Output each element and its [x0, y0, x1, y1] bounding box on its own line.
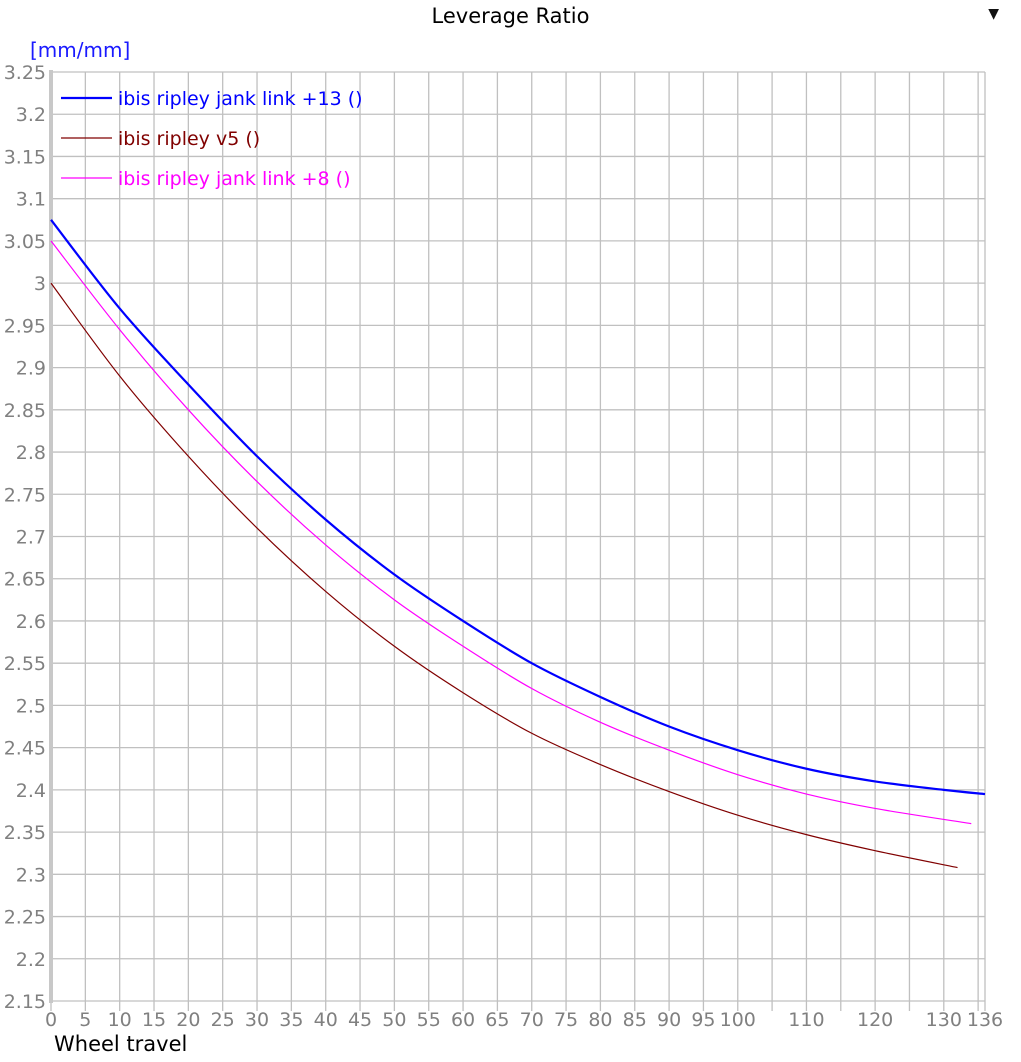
x-tick-label: 110 — [788, 1009, 824, 1031]
x-tick-label: 100 — [720, 1009, 756, 1031]
legend: ibis ripley jank link +13 () ibis ripley … — [61, 88, 363, 190]
x-tick-label: 25 — [211, 1009, 235, 1031]
series-line — [50, 282, 958, 869]
x-tick-label: 35 — [279, 1009, 303, 1031]
x-tick-label: 65 — [485, 1009, 509, 1031]
x-tick-label: 80 — [588, 1009, 612, 1031]
x-tick-label: 45 — [348, 1009, 372, 1031]
y-tick-label: 2.65 — [4, 569, 46, 591]
grid-lines — [49, 70, 986, 1011]
x-tick-label: 30 — [245, 1009, 269, 1031]
legend-label: ibis ripley jank link +8 () — [118, 168, 350, 190]
legend-label: ibis ripley v5 () — [118, 128, 260, 150]
x-axis-label: Wheel travel — [54, 1032, 188, 1056]
y-tick-label: 3 — [34, 273, 46, 295]
data-series — [50, 219, 986, 869]
x-tick-label: 0 — [45, 1009, 57, 1031]
x-tick-label: 60 — [451, 1009, 475, 1031]
y-tick-label: 2.4 — [16, 780, 46, 802]
legend-label: ibis ripley jank link +13 () — [118, 88, 363, 110]
y-tick-label: 2.25 — [4, 907, 46, 929]
x-tick-label: 120 — [857, 1009, 893, 1031]
y-tick-label: 2.8 — [16, 442, 46, 464]
x-tick-label: 90 — [657, 1009, 681, 1031]
y-tick-label: 2.9 — [16, 358, 46, 380]
x-tick-label: 5 — [79, 1009, 91, 1031]
y-tick-label: 2.6 — [16, 611, 46, 633]
y-tick-label: 2.5 — [16, 695, 46, 717]
x-tick-label: 55 — [417, 1009, 441, 1031]
x-tick-label: 95 — [691, 1009, 715, 1031]
x-tick-label: 75 — [554, 1009, 578, 1031]
y-tick-label: 3.05 — [4, 231, 46, 253]
y-tick-label: 2.15 — [4, 991, 46, 1013]
y-axis-ticks: 2.15 2.2 2.25 2.3 2.35 2.4 2.45 2.5 2.55 2.6 2.65 2… — [4, 62, 46, 1013]
y-tick-label: 2.55 — [4, 653, 46, 675]
triangle-down-icon[interactable]: ▼ — [988, 6, 999, 22]
y-tick-label: 2.7 — [16, 527, 46, 549]
x-tick-label: 15 — [142, 1009, 166, 1031]
y-tick-label: 2.3 — [16, 864, 46, 886]
y-tick-label: 2.95 — [4, 315, 46, 337]
x-tick-label: 20 — [176, 1009, 200, 1031]
y-axis-unit: [mm/mm] — [30, 38, 131, 62]
x-tick-label: 130 — [926, 1009, 962, 1031]
y-tick-label: 2.35 — [4, 822, 46, 844]
y-tick-label: 2.45 — [4, 738, 46, 760]
y-tick-label: 3.2 — [16, 104, 46, 126]
chart-title: Leverage Ratio — [431, 4, 590, 28]
x-tick-label: 85 — [623, 1009, 647, 1031]
y-tick-label: 3.1 — [16, 189, 46, 211]
y-tick-label: 2.75 — [4, 484, 46, 506]
y-tick-label: 2.85 — [4, 400, 46, 422]
x-tick-label: 50 — [382, 1009, 406, 1031]
y-tick-label: 2.2 — [16, 949, 46, 971]
series-line — [50, 240, 972, 825]
x-tick-label: 70 — [520, 1009, 544, 1031]
y-tick-label: 3.25 — [4, 62, 46, 84]
x-axis-ticks: 0 5 10 15 20 25 30 35 40 45 50 55 60 65 70 75 80 85 90 95 10… — [45, 1009, 1003, 1031]
x-tick-label: 10 — [108, 1009, 132, 1031]
x-tick-label: 136 — [967, 1009, 1003, 1031]
x-tick-label: 40 — [314, 1009, 338, 1031]
series-line — [50, 219, 986, 796]
y-tick-label: 3.15 — [4, 146, 46, 168]
